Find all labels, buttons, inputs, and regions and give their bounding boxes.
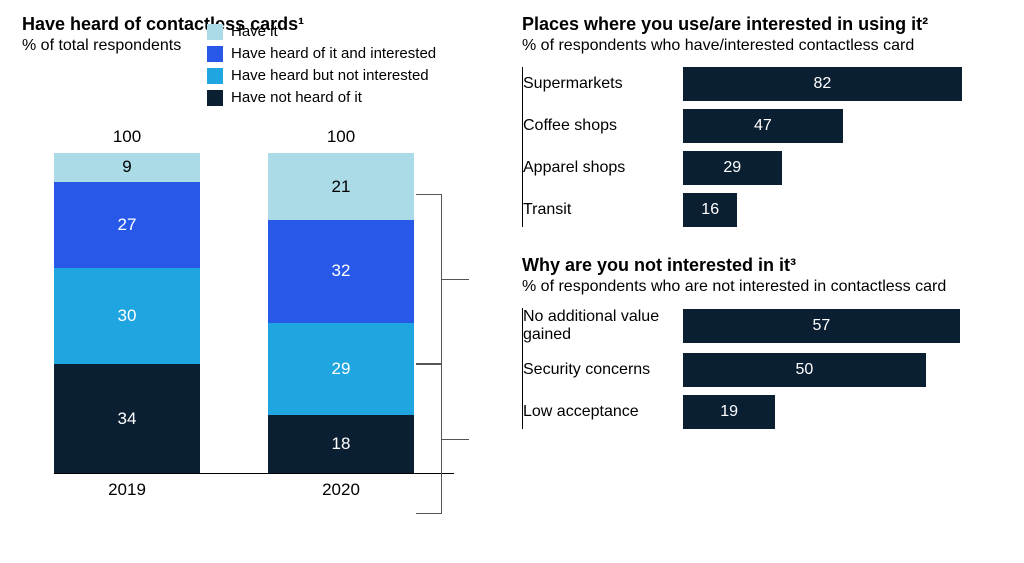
reasons-chart: No additional value gained 57 Security con…	[522, 308, 1002, 429]
hbar: 82	[683, 67, 962, 101]
bar-segment: 30	[54, 268, 200, 364]
places-section: Places where you use/are interested in u…	[522, 14, 1002, 227]
legend-label: Have it	[231, 21, 278, 43]
places-title: Places where you use/are interested in u…	[522, 14, 1002, 35]
bar-total-label: 100	[113, 127, 141, 147]
hbar-value: 57	[813, 317, 831, 335]
segment-value: 32	[332, 261, 351, 281]
hbar-label: No additional value gained	[523, 308, 683, 345]
hbar: 19	[683, 395, 775, 429]
hbar-value: 82	[814, 75, 832, 93]
hbar-value: 50	[796, 361, 814, 379]
bar-segment: 34	[54, 364, 200, 473]
hbar-label: Supermarkets	[523, 75, 683, 93]
bar-segment: 27	[54, 182, 200, 268]
chart-container: Have heard of contactless cards¹ % of to…	[22, 14, 1002, 549]
segment-value: 18	[332, 434, 351, 454]
segment-value: 9	[122, 157, 131, 177]
bar-total-label: 100	[327, 127, 355, 147]
legend-swatch	[207, 46, 223, 62]
stacked-bar: 100 21 32 29 18	[268, 127, 414, 473]
stacked-bar-body: 9 27 30 34	[54, 153, 200, 473]
segment-value: 27	[118, 215, 137, 235]
segment-value: 29	[332, 359, 351, 379]
year-axis: 2019 2020	[54, 480, 454, 500]
connector-top	[416, 194, 442, 364]
stacked-bar-chart: 100 9 27 30 34 100 21 32 29 18	[54, 127, 454, 474]
hbar: 47	[683, 109, 843, 143]
hbar-row: Apparel shops 29	[523, 151, 1002, 185]
hbar-label: Security concerns	[523, 361, 683, 379]
legend-item: Have heard but not interested	[207, 65, 482, 87]
legend-swatch	[207, 68, 223, 84]
legend-label: Have heard but not interested	[231, 65, 429, 87]
stacked-bar: 100 9 27 30 34	[54, 127, 200, 473]
hbar-row: Coffee shops 47	[523, 109, 1002, 143]
bar-segment: 29	[268, 323, 414, 416]
legend-item: Have not heard of it	[207, 87, 482, 109]
hbar-value: 16	[701, 201, 719, 219]
bar-segment: 9	[54, 153, 200, 182]
reasons-title: Why are you not interested in it³	[522, 255, 1002, 276]
hbar: 50	[683, 353, 926, 387]
hbar-row: Low acceptance 19	[523, 395, 1002, 429]
bar-segment: 32	[268, 220, 414, 322]
hbar-label: Apparel shops	[523, 159, 683, 177]
legend-item: Have it	[207, 21, 482, 43]
legend-swatch	[207, 24, 223, 40]
segment-value: 34	[118, 409, 137, 429]
reasons-subtitle: % of respondents who are not interested …	[522, 278, 1002, 296]
hbar-row: Supermarkets 82	[523, 67, 1002, 101]
bar-segment: 18	[268, 415, 414, 473]
segment-value: 30	[118, 306, 137, 326]
stacked-bar-body: 21 32 29 18	[268, 153, 414, 473]
left-panel: Have heard of contactless cards¹ % of to…	[22, 14, 482, 549]
places-subtitle: % of respondents who have/interested con…	[522, 37, 1002, 55]
year-label: 2020	[268, 480, 414, 500]
legend-label: Have heard of it and interested	[231, 43, 436, 65]
hbar: 57	[683, 309, 960, 343]
right-panel: Places where you use/are interested in u…	[482, 14, 1002, 549]
legend: Have itHave heard of it and interestedHa…	[207, 21, 482, 109]
connector-bottom	[416, 364, 442, 514]
hbar-label: Coffee shops	[523, 117, 683, 135]
year-label: 2019	[54, 480, 200, 500]
hbar-row: No additional value gained 57	[523, 308, 1002, 345]
legend-label: Have not heard of it	[231, 87, 362, 109]
hbar-row: Security concerns 50	[523, 353, 1002, 387]
hbar-label: Transit	[523, 201, 683, 219]
hbar: 29	[683, 151, 782, 185]
hbar-row: Transit 16	[523, 193, 1002, 227]
hbar-value: 29	[723, 159, 741, 177]
hbar-value: 47	[754, 117, 772, 135]
bar-segment: 21	[268, 153, 414, 220]
places-chart: Supermarkets 82 Coffee shops 47 Apparel shop…	[522, 67, 1002, 227]
segment-value: 21	[332, 177, 351, 197]
legend-item: Have heard of it and interested	[207, 43, 482, 65]
reasons-section: Why are you not interested in it³ % of r…	[522, 255, 1002, 429]
legend-swatch	[207, 90, 223, 106]
hbar-label: Low acceptance	[523, 403, 683, 421]
hbar: 16	[683, 193, 737, 227]
hbar-value: 19	[720, 403, 738, 421]
